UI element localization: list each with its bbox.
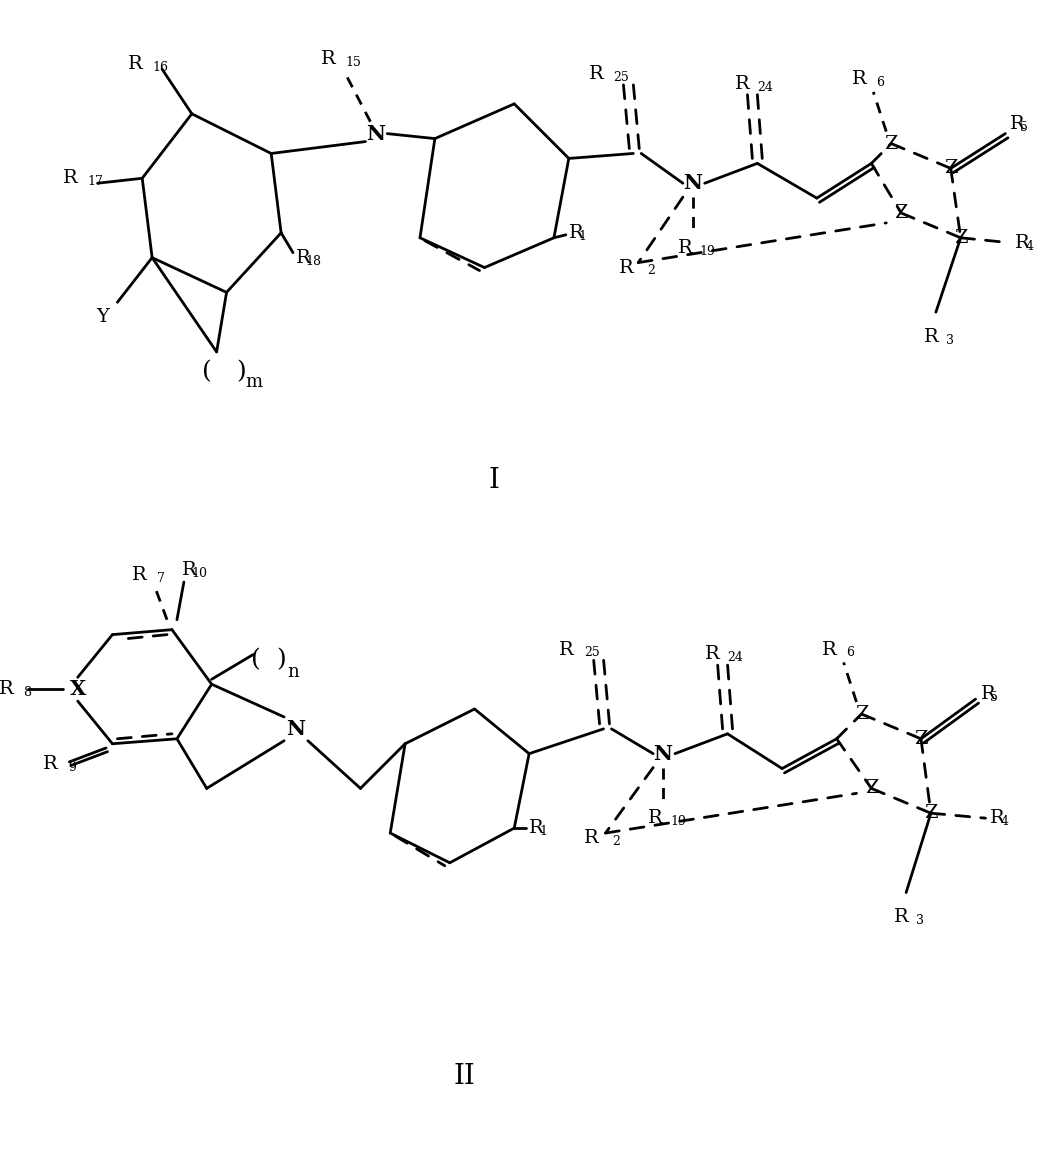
Text: 3: 3 — [916, 915, 924, 927]
Text: 17: 17 — [88, 175, 103, 188]
Text: N: N — [683, 174, 702, 194]
Text: R: R — [705, 646, 720, 663]
Text: R: R — [822, 641, 837, 659]
Text: R: R — [133, 566, 147, 585]
Text: R: R — [1016, 234, 1030, 251]
Text: R: R — [529, 819, 543, 837]
Text: R: R — [852, 70, 866, 88]
Text: R: R — [991, 809, 1005, 828]
Text: 6: 6 — [846, 647, 855, 660]
Text: N: N — [653, 743, 673, 763]
Text: 8: 8 — [23, 686, 31, 699]
Text: 7: 7 — [157, 572, 165, 585]
Text: 24: 24 — [727, 652, 743, 664]
Text: R: R — [619, 258, 633, 277]
Text: Z: Z — [895, 204, 908, 222]
Text: Z: Z — [884, 135, 898, 153]
Text: II: II — [454, 1062, 475, 1089]
Text: 2: 2 — [647, 264, 655, 277]
Text: R: R — [893, 909, 908, 926]
Text: R: R — [677, 238, 692, 257]
Text: 4: 4 — [1025, 239, 1034, 252]
Text: I: I — [489, 467, 500, 494]
Text: Z: Z — [954, 229, 968, 247]
Text: 3: 3 — [946, 333, 954, 348]
Text: R: R — [648, 809, 663, 828]
Text: X: X — [70, 680, 86, 700]
Text: 15: 15 — [346, 56, 362, 69]
Text: Z: Z — [924, 804, 937, 822]
Text: R: R — [980, 686, 995, 703]
Text: R: R — [296, 249, 310, 266]
Text: n: n — [287, 663, 299, 681]
Text: 5: 5 — [1020, 121, 1028, 134]
Text: R: R — [1011, 115, 1025, 133]
Text: R: R — [568, 224, 583, 242]
Text: R: R — [584, 829, 599, 846]
Text: Z: Z — [944, 160, 957, 177]
Text: R: R — [321, 50, 335, 68]
Text: 1: 1 — [539, 825, 547, 838]
Text: 5: 5 — [991, 691, 998, 704]
Text: 19: 19 — [670, 815, 686, 828]
Text: 25: 25 — [584, 647, 600, 660]
Text: 1: 1 — [579, 230, 586, 243]
Text: R: R — [127, 55, 142, 73]
Text: R: R — [588, 65, 604, 83]
Text: 16: 16 — [153, 61, 168, 74]
Text: 18: 18 — [306, 255, 322, 268]
Text: 24: 24 — [758, 81, 773, 94]
Text: 4: 4 — [1000, 815, 1008, 828]
Text: ): ) — [276, 648, 286, 670]
Text: 25: 25 — [613, 70, 629, 85]
Text: Z: Z — [855, 704, 868, 723]
Text: 6: 6 — [877, 76, 884, 89]
Text: ): ) — [236, 360, 247, 383]
Text: R: R — [0, 680, 14, 699]
Text: R: R — [735, 75, 750, 93]
Text: 10: 10 — [192, 567, 208, 580]
Text: 19: 19 — [700, 244, 716, 257]
Text: Z: Z — [914, 730, 928, 748]
Text: R: R — [43, 755, 57, 772]
Text: N: N — [366, 123, 385, 143]
Text: m: m — [246, 372, 263, 391]
Text: 9: 9 — [68, 761, 75, 774]
Text: Z: Z — [864, 780, 878, 797]
Text: R: R — [924, 328, 938, 346]
Text: R: R — [559, 641, 574, 659]
Text: Y: Y — [96, 308, 109, 326]
Text: R: R — [182, 561, 196, 579]
Text: N: N — [286, 718, 305, 738]
Text: R: R — [63, 169, 77, 188]
Text: (: ( — [252, 648, 261, 670]
Text: (: ( — [202, 360, 211, 383]
Text: 2: 2 — [612, 835, 621, 848]
